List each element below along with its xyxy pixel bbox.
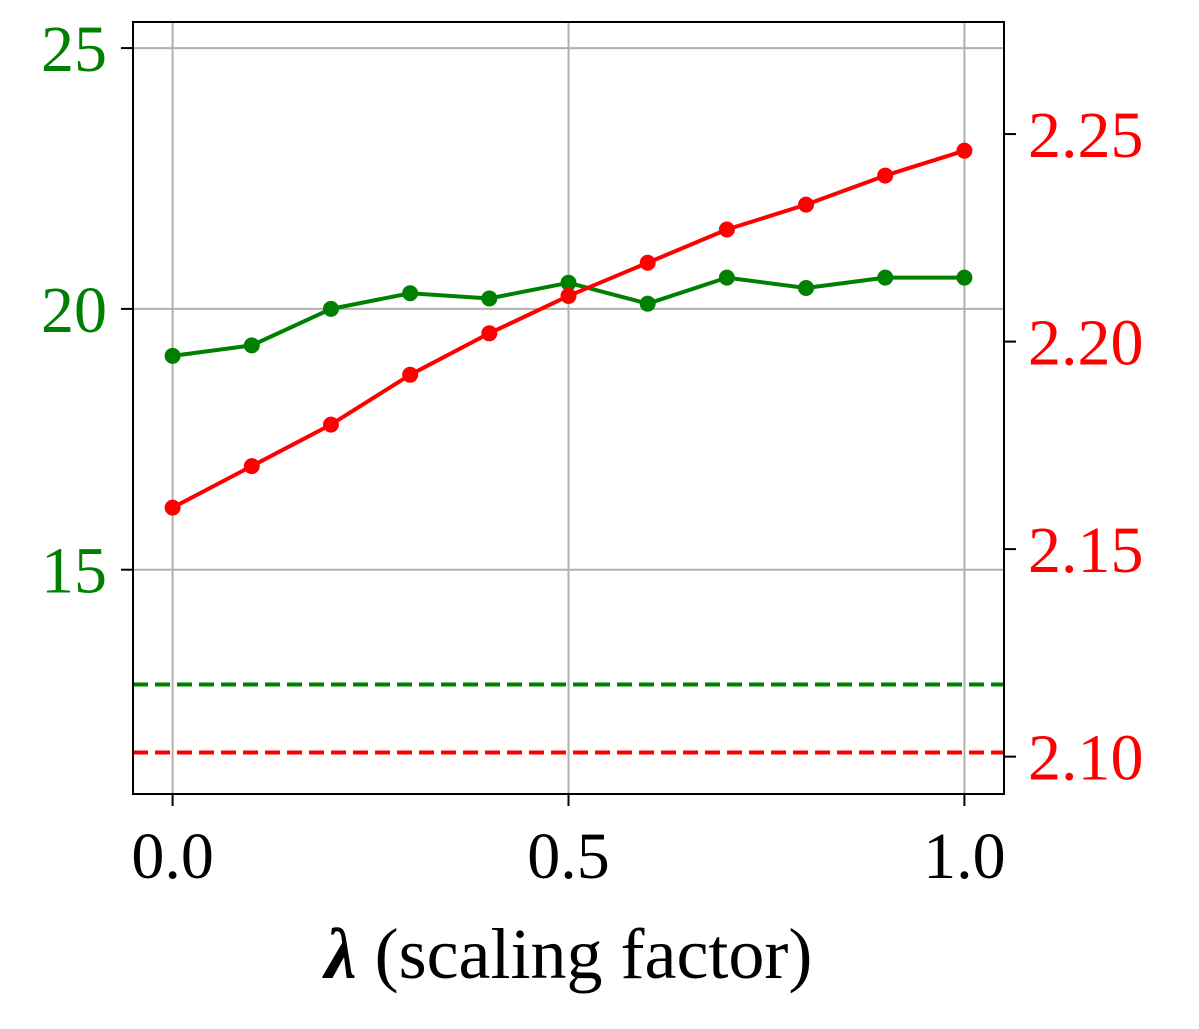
axes: 0.0 0.5 1.0 15 20 25 2.10 2.15 2.20 2.25	[41, 13, 1144, 893]
data-point-left	[639, 295, 656, 312]
data-point-left	[718, 269, 735, 286]
data-point-right	[243, 458, 260, 475]
data-point-right	[560, 287, 577, 304]
data-point-left	[877, 269, 894, 286]
data-point-right	[956, 142, 973, 159]
baseline-lines	[133, 682, 1004, 755]
x-axis-title: λ (scaling factor)	[322, 914, 813, 994]
y-right-tick-label: 2.15	[1028, 514, 1144, 587]
y-right-tick-label: 2.20	[1028, 307, 1144, 380]
x-axis-title-symbol: λ	[322, 914, 357, 994]
data-point-right	[322, 416, 339, 433]
data-point-right	[164, 499, 181, 516]
y-left-tick-label: 15	[41, 535, 107, 608]
data-point-left	[164, 347, 181, 364]
data-point-right	[639, 254, 656, 271]
data-point-left	[243, 337, 260, 354]
y-right-tick-label: 2.10	[1028, 722, 1144, 795]
y-right-tick-label: 2.25	[1028, 99, 1144, 172]
data-point-left	[956, 269, 973, 286]
grid-lines	[133, 22, 1004, 794]
x-axis-title-text: (scaling factor)	[357, 914, 813, 994]
data-point-left	[481, 290, 498, 307]
data-point-right	[718, 221, 735, 238]
data-series	[164, 142, 973, 516]
y-left-tick-label: 20	[41, 274, 107, 347]
data-point-left	[322, 300, 339, 317]
data-point-right	[481, 325, 498, 342]
x-tick-label: 0.5	[527, 820, 610, 893]
data-point-right	[877, 167, 894, 184]
x-tick-label: 0.0	[131, 820, 214, 893]
data-point-right	[402, 366, 419, 383]
data-point-left	[402, 285, 419, 302]
x-tick-label: 1.0	[923, 820, 1006, 893]
data-point-left	[798, 280, 815, 297]
data-point-left	[560, 274, 577, 291]
data-point-right	[798, 196, 815, 213]
y-left-tick-label: 25	[41, 13, 107, 86]
